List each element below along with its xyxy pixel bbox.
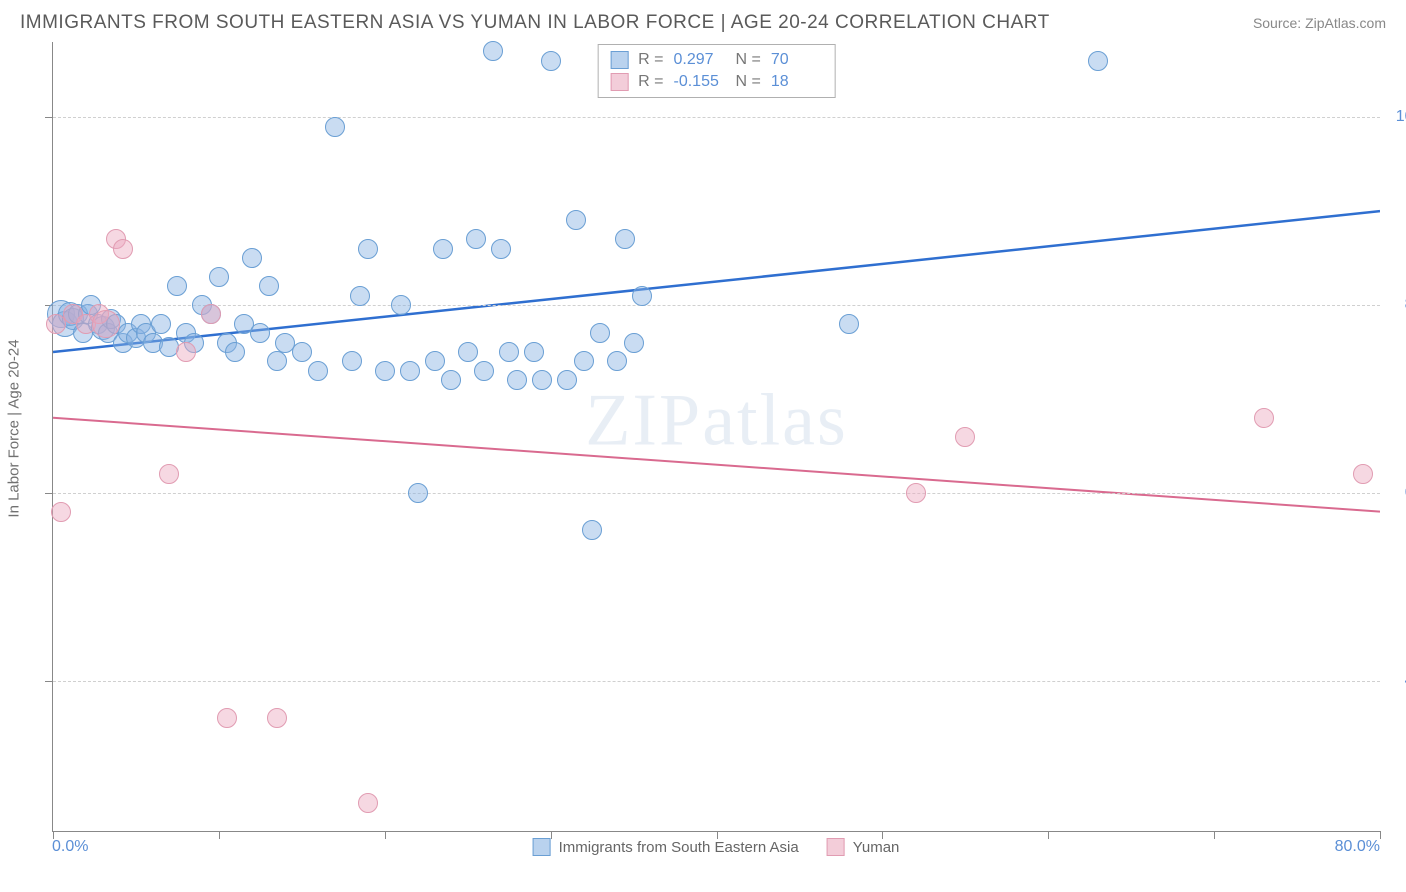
trend-lines-svg xyxy=(53,42,1380,831)
scatter-point xyxy=(615,229,635,249)
scatter-point xyxy=(292,342,312,362)
scatter-point xyxy=(51,502,71,522)
bottom-legend: Immigrants from South Eastern Asia Yuman xyxy=(533,838,900,856)
stats-r-label: R = xyxy=(638,73,663,91)
chart-source: Source: ZipAtlas.com xyxy=(1253,15,1386,31)
scatter-point xyxy=(1353,464,1373,484)
y-tick xyxy=(45,493,53,494)
scatter-point xyxy=(839,314,859,334)
scatter-point xyxy=(242,248,262,268)
legend-swatch xyxy=(610,73,628,91)
x-axis-max-label: 80.0% xyxy=(1335,838,1380,856)
scatter-point xyxy=(358,793,378,813)
scatter-point xyxy=(267,351,287,371)
stats-n-value: 18 xyxy=(771,73,823,91)
scatter-point xyxy=(167,276,187,296)
scatter-point xyxy=(441,370,461,390)
scatter-point xyxy=(225,342,245,362)
scatter-point xyxy=(201,304,221,324)
grid-line xyxy=(53,117,1380,118)
scatter-point xyxy=(955,427,975,447)
scatter-point xyxy=(458,342,478,362)
correlation-stats-box: R = 0.297 N = 70 R = -0.155 N = 18 xyxy=(597,44,836,98)
scatter-point xyxy=(217,708,237,728)
scatter-point xyxy=(358,239,378,259)
stats-n-label: N = xyxy=(736,73,761,91)
y-tick xyxy=(45,681,53,682)
trend-line xyxy=(53,418,1380,512)
scatter-point xyxy=(209,267,229,287)
legend-item: Yuman xyxy=(827,838,900,856)
scatter-point xyxy=(524,342,544,362)
scatter-point xyxy=(574,351,594,371)
scatter-point xyxy=(474,361,494,381)
scatter-point xyxy=(624,333,644,353)
x-axis-min-label: 0.0% xyxy=(52,838,88,856)
scatter-point xyxy=(92,310,120,338)
y-tick-label: 100.0% xyxy=(1390,108,1406,126)
scatter-point xyxy=(375,361,395,381)
stats-r-value: -0.155 xyxy=(674,73,726,91)
scatter-point xyxy=(557,370,577,390)
y-tick xyxy=(45,117,53,118)
scatter-point xyxy=(433,239,453,259)
stats-r-value: 0.297 xyxy=(674,51,726,69)
scatter-point xyxy=(590,323,610,343)
watermark-text: ZIPatlas xyxy=(585,378,848,463)
scatter-point xyxy=(1088,51,1108,71)
scatter-point xyxy=(507,370,527,390)
y-axis-title: In Labor Force | Age 20-24 xyxy=(6,339,23,517)
scatter-point xyxy=(499,342,519,362)
y-tick-label: 40.0% xyxy=(1390,672,1406,690)
chart-title: IMMIGRANTS FROM SOUTH EASTERN ASIA VS YU… xyxy=(20,12,1050,34)
scatter-point xyxy=(250,323,270,343)
scatter-point xyxy=(400,361,420,381)
scatter-point xyxy=(113,239,133,259)
y-tick-label: 60.0% xyxy=(1390,484,1406,502)
scatter-point xyxy=(342,351,362,371)
x-axis-labels: 0.0% 80.0% Immigrants from South Eastern… xyxy=(52,838,1380,860)
scatter-point xyxy=(532,370,552,390)
scatter-point xyxy=(159,464,179,484)
x-tick xyxy=(1380,831,1381,839)
scatter-point xyxy=(541,51,561,71)
scatter-point xyxy=(491,239,511,259)
scatter-point xyxy=(425,351,445,371)
scatter-point xyxy=(259,276,279,296)
scatter-point xyxy=(408,483,428,503)
scatter-point xyxy=(466,229,486,249)
scatter-point xyxy=(350,286,370,306)
scatter-point xyxy=(308,361,328,381)
grid-line xyxy=(53,305,1380,306)
scatter-point xyxy=(906,483,926,503)
stats-row: R = -0.155 N = 18 xyxy=(610,71,823,93)
y-tick-label: 80.0% xyxy=(1390,296,1406,314)
stats-row: R = 0.297 N = 70 xyxy=(610,49,823,71)
scatter-point xyxy=(325,117,345,137)
scatter-point xyxy=(1254,408,1274,428)
stats-n-label: N = xyxy=(736,51,761,69)
stats-n-value: 70 xyxy=(771,51,823,69)
chart-plot-area: ZIPatlas R =0.297N =70R =-0.155N =18 40.… xyxy=(52,42,1380,832)
scatter-point xyxy=(607,351,627,371)
legend-swatch xyxy=(610,51,628,69)
legend-swatch xyxy=(827,838,845,856)
legend-label: Immigrants from South Eastern Asia xyxy=(559,839,799,856)
grid-line xyxy=(53,681,1380,682)
scatter-point xyxy=(267,708,287,728)
scatter-point xyxy=(176,342,196,362)
legend-label: Yuman xyxy=(853,839,900,856)
stats-r-label: R = xyxy=(638,51,663,69)
scatter-point xyxy=(483,41,503,61)
scatter-point xyxy=(151,314,171,334)
legend-swatch xyxy=(533,838,551,856)
chart-header: IMMIGRANTS FROM SOUTH EASTERN ASIA VS YU… xyxy=(0,0,1406,42)
grid-line xyxy=(53,493,1380,494)
legend-item: Immigrants from South Eastern Asia xyxy=(533,838,799,856)
scatter-point xyxy=(582,520,602,540)
scatter-point xyxy=(566,210,586,230)
scatter-point xyxy=(632,286,652,306)
scatter-point xyxy=(391,295,411,315)
